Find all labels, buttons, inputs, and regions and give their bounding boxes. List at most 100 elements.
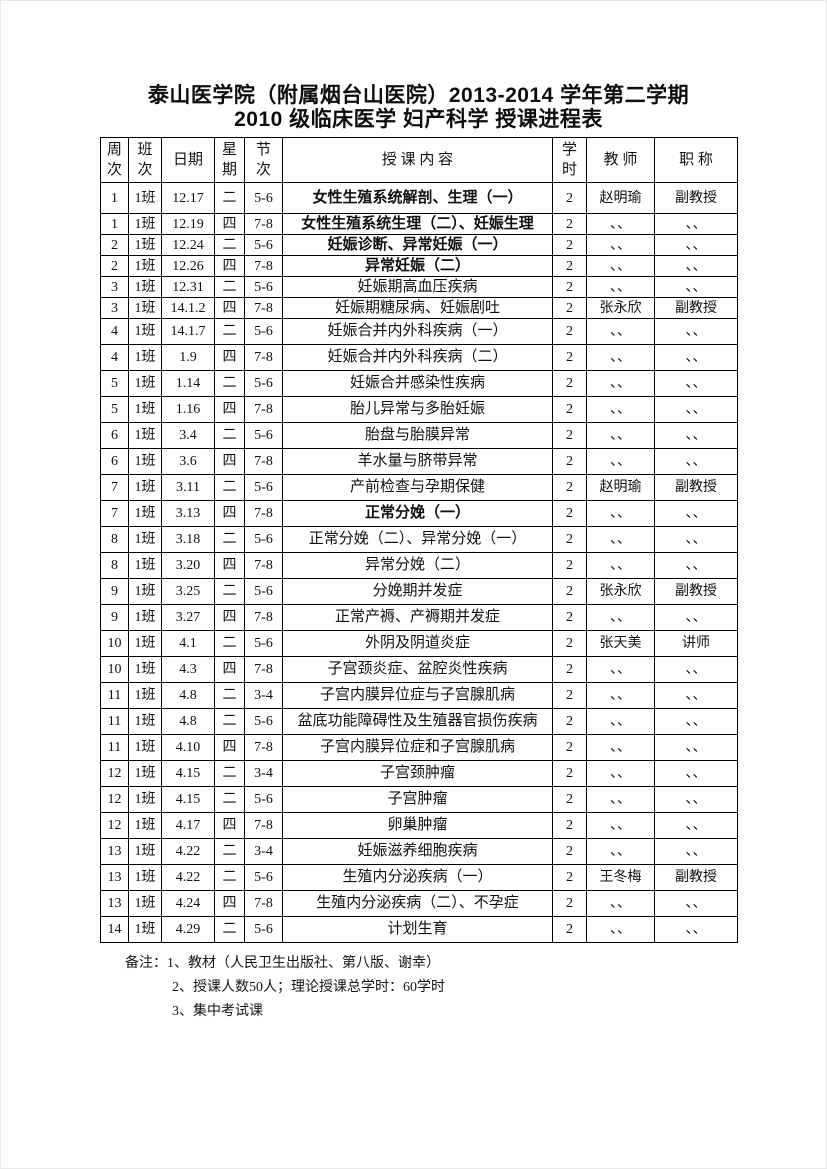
notes: 备注：1、教材（人民卫生出版社、第八版、谢幸） 2、授课人数50人；理论授课总学… (125, 952, 827, 1024)
cell-week: 2 (100, 255, 129, 277)
cell-date: 4.3 (161, 656, 215, 683)
cell-title: 、、 (654, 396, 738, 423)
cell-date: 4.24 (161, 890, 215, 917)
cell-hours: 2 (552, 318, 587, 345)
cell-day: 二 (214, 318, 245, 345)
cell-date: 3.20 (161, 552, 215, 579)
cell-cls: 1班 (128, 396, 162, 423)
cell-title: 副教授 (654, 578, 738, 605)
cell-hours: 2 (552, 708, 587, 735)
cell-week: 13 (100, 890, 129, 917)
cell-day: 四 (214, 396, 245, 423)
cell-period: 7-8 (244, 297, 283, 319)
cell-date: 4.22 (161, 864, 215, 891)
cell-period: 7-8 (244, 448, 283, 475)
cell-teacher: 、、 (586, 213, 655, 235)
table-row: 13 1班 4.22 二 3-4 妊娠滋养细胞疾病 2、、、、 (100, 838, 738, 865)
cell-hours: 2 (552, 786, 587, 813)
cell-title: 、、 (654, 838, 738, 865)
cell-content: 产前检查与孕期保健 (282, 474, 553, 501)
document-title: 泰山医学院（附属烟台山医院）2013-2014 学年第二学期 2010 级临床医… (100, 0, 737, 132)
header-week: 周 次 (100, 137, 129, 183)
cell-cls: 1班 (128, 344, 162, 371)
cell-teacher: 、、 (586, 812, 655, 839)
cell-period: 5-6 (244, 708, 283, 735)
cell-teacher: 张永欣 (586, 297, 655, 319)
cell-period: 5-6 (244, 526, 283, 553)
cell-hours: 2 (552, 812, 587, 839)
cell-week: 6 (100, 422, 129, 449)
cell-hours: 2 (552, 500, 587, 527)
cell-content: 子宫颈肿瘤 (282, 760, 553, 787)
cell-title: 、、 (654, 552, 738, 579)
cell-teacher: 、、 (586, 838, 655, 865)
cell-teacher: 、、 (586, 396, 655, 423)
cell-title: 副教授 (654, 297, 738, 319)
table-row: 2 1班 12.24 二 5-6 妊娠诊断、异常妊娠（一） 2、、、、 (100, 234, 738, 256)
cell-date: 3.18 (161, 526, 215, 553)
cell-cls: 1班 (128, 812, 162, 839)
cell-content: 羊水量与脐带异常 (282, 448, 553, 475)
cell-period: 3-4 (244, 760, 283, 787)
cell-content: 异常妊娠（二） (282, 255, 553, 277)
cell-hours: 2 (552, 578, 587, 605)
header-title: 职 称 (654, 137, 738, 183)
cell-week: 12 (100, 760, 129, 787)
cell-content: 妊娠期糖尿病、妊娠剧吐 (282, 297, 553, 319)
cell-hours: 2 (552, 916, 587, 943)
cell-period: 7-8 (244, 344, 283, 371)
cell-teacher: 、、 (586, 526, 655, 553)
table-row: 13 1班 4.22 二 5-6 生殖内分泌疾病（一） 2 王冬梅 副教授 (100, 864, 738, 891)
cell-teacher: 、、 (586, 370, 655, 397)
table-row: 12 1班 4.17 四 7-8 卵巢肿瘤 2、、、、 (100, 812, 738, 839)
cell-period: 7-8 (244, 734, 283, 761)
cell-day: 四 (214, 255, 245, 277)
table-row: 6 1班 3.6 四 7-8 羊水量与脐带异常 2、、、、 (100, 448, 738, 475)
cell-date: 4.8 (161, 708, 215, 735)
cell-title: 、、 (654, 682, 738, 709)
cell-content: 妊娠期高血压疾病 (282, 276, 553, 298)
cell-content: 妊娠合并感染性疾病 (282, 370, 553, 397)
cell-hours: 2 (552, 864, 587, 891)
cell-title: 、、 (654, 213, 738, 235)
cell-date: 12.26 (161, 255, 215, 277)
cell-content: 胎盘与胎膜异常 (282, 422, 553, 449)
cell-cls: 1班 (128, 578, 162, 605)
cell-cls: 1班 (128, 630, 162, 657)
cell-period: 5-6 (244, 370, 283, 397)
cell-content: 妊娠诊断、异常妊娠（一） (282, 234, 553, 256)
cell-title: 、、 (654, 708, 738, 735)
cell-day: 二 (214, 526, 245, 553)
table-row: 11 1班 4.8 二 3-4 子宫内膜异位症与子宫腺肌病 2、、、、 (100, 682, 738, 709)
cell-teacher: 、、 (586, 890, 655, 917)
cell-title: 、、 (654, 234, 738, 256)
table-row: 9 1班 3.25 二 5-6 分娩期并发症 2 张永欣 副教授 (100, 578, 738, 605)
cell-content: 计划生育 (282, 916, 553, 943)
cell-day: 四 (214, 500, 245, 527)
cell-day: 二 (214, 370, 245, 397)
cell-title: 副教授 (654, 474, 738, 501)
cell-teacher: 、、 (586, 318, 655, 345)
cell-day: 四 (214, 552, 245, 579)
cell-cls: 1班 (128, 682, 162, 709)
cell-week: 13 (100, 864, 129, 891)
cell-week: 10 (100, 656, 129, 683)
cell-content: 正常产褥、产褥期并发症 (282, 604, 553, 631)
cell-hours: 2 (552, 370, 587, 397)
cell-content: 正常分娩（二）、异常分娩（一） (282, 526, 553, 553)
table-row: 12 1班 4.15 二 5-6 子宫肿瘤 2、、、、 (100, 786, 738, 813)
cell-hours: 2 (552, 552, 587, 579)
cell-period: 3-4 (244, 838, 283, 865)
cell-teacher: 张天美 (586, 630, 655, 657)
cell-week: 10 (100, 630, 129, 657)
table-row: 3 1班 14.1.2 四 7-8 妊娠期糖尿病、妊娠剧吐 2 张永欣 副教授 (100, 297, 738, 319)
cell-content: 生殖内分泌疾病（一） (282, 864, 553, 891)
cell-content: 异常分娩（二） (282, 552, 553, 579)
cell-content: 分娩期并发症 (282, 578, 553, 605)
cell-date: 14.1.2 (161, 297, 215, 319)
table-row: 3 1班 12.31 二 5-6 妊娠期高血压疾病 2、、、、 (100, 276, 738, 298)
cell-teacher: 、、 (586, 656, 655, 683)
cell-content: 胎儿异常与多胎妊娠 (282, 396, 553, 423)
table-row: 1 1班 12.19 四 7-8 女性生殖系统生理（二）、妊娠生理 2、、、、 (100, 213, 738, 235)
